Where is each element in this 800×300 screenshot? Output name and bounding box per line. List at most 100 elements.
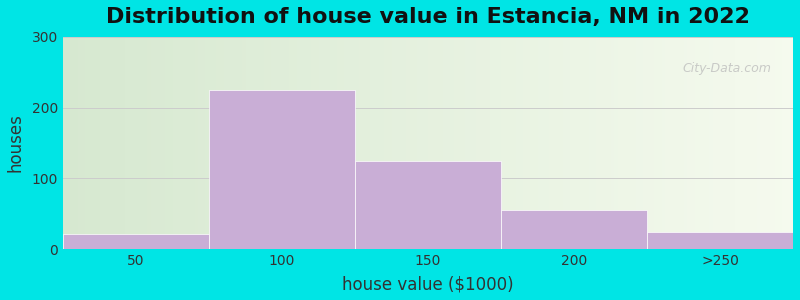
Bar (483, 37, 486, 249)
Bar (494, 37, 498, 249)
Bar (442, 37, 446, 249)
Bar (786, 37, 790, 249)
Bar (585, 37, 589, 249)
Bar (366, 37, 370, 249)
Bar (578, 37, 582, 249)
Bar (505, 37, 508, 249)
Bar (658, 37, 662, 249)
Bar (563, 37, 566, 249)
Bar (432, 37, 435, 249)
Bar (399, 37, 402, 249)
Bar (698, 37, 702, 249)
Bar (683, 37, 687, 249)
Bar (209, 90, 355, 249)
Bar (603, 37, 607, 249)
Bar (669, 37, 673, 249)
Bar (767, 37, 771, 249)
Bar (406, 37, 410, 249)
Bar (534, 37, 538, 249)
Bar (103, 37, 107, 249)
Bar (654, 37, 658, 249)
Bar (731, 37, 734, 249)
Bar (771, 37, 775, 249)
Bar (720, 37, 724, 249)
Bar (173, 37, 176, 249)
Bar (636, 37, 640, 249)
Bar (750, 37, 753, 249)
Bar (501, 37, 505, 249)
Bar (775, 37, 778, 249)
Bar (724, 37, 727, 249)
Bar (180, 37, 183, 249)
Bar (596, 37, 600, 249)
Bar (169, 37, 173, 249)
Bar (475, 37, 479, 249)
Bar (472, 37, 475, 249)
Bar (446, 37, 450, 249)
Bar (465, 37, 468, 249)
Bar (150, 37, 154, 249)
Bar (125, 37, 129, 249)
Bar (183, 37, 187, 249)
Bar (607, 37, 610, 249)
Bar (746, 37, 750, 249)
Bar (158, 37, 162, 249)
Bar (778, 37, 782, 249)
Bar (545, 37, 549, 249)
Bar (293, 37, 297, 249)
Bar (490, 37, 494, 249)
Bar (224, 37, 227, 249)
Bar (133, 37, 136, 249)
Bar (129, 37, 133, 249)
Bar (322, 37, 326, 249)
Bar (217, 37, 220, 249)
Text: City-Data.com: City-Data.com (682, 62, 771, 75)
Bar (63, 234, 209, 249)
Bar (118, 37, 122, 249)
Bar (96, 37, 100, 249)
Bar (592, 37, 596, 249)
Bar (709, 37, 713, 249)
Bar (264, 37, 267, 249)
Bar (136, 37, 140, 249)
Bar (220, 37, 224, 249)
Bar (114, 37, 118, 249)
Bar (308, 37, 311, 249)
Bar (508, 37, 512, 249)
Bar (348, 37, 351, 249)
Bar (702, 37, 706, 249)
Bar (290, 37, 293, 249)
Bar (640, 37, 643, 249)
Bar (625, 37, 629, 249)
Bar (402, 37, 406, 249)
Bar (410, 37, 414, 249)
Bar (734, 37, 738, 249)
Bar (260, 37, 264, 249)
Bar (70, 37, 74, 249)
Bar (278, 37, 282, 249)
Bar (176, 37, 180, 249)
Bar (282, 37, 286, 249)
Bar (706, 37, 709, 249)
Bar (486, 37, 490, 249)
Bar (191, 37, 194, 249)
Bar (454, 37, 458, 249)
Bar (501, 210, 647, 249)
Bar (234, 37, 238, 249)
Bar (764, 37, 767, 249)
Bar (526, 37, 530, 249)
Bar (782, 37, 786, 249)
Bar (622, 37, 625, 249)
Bar (538, 37, 542, 249)
Bar (198, 37, 202, 249)
Y-axis label: houses: houses (7, 114, 25, 172)
Bar (395, 37, 399, 249)
Bar (600, 37, 603, 249)
Bar (717, 37, 720, 249)
Bar (82, 37, 85, 249)
Bar (297, 37, 300, 249)
Bar (388, 37, 391, 249)
Bar (187, 37, 191, 249)
Bar (166, 37, 169, 249)
Bar (326, 37, 330, 249)
